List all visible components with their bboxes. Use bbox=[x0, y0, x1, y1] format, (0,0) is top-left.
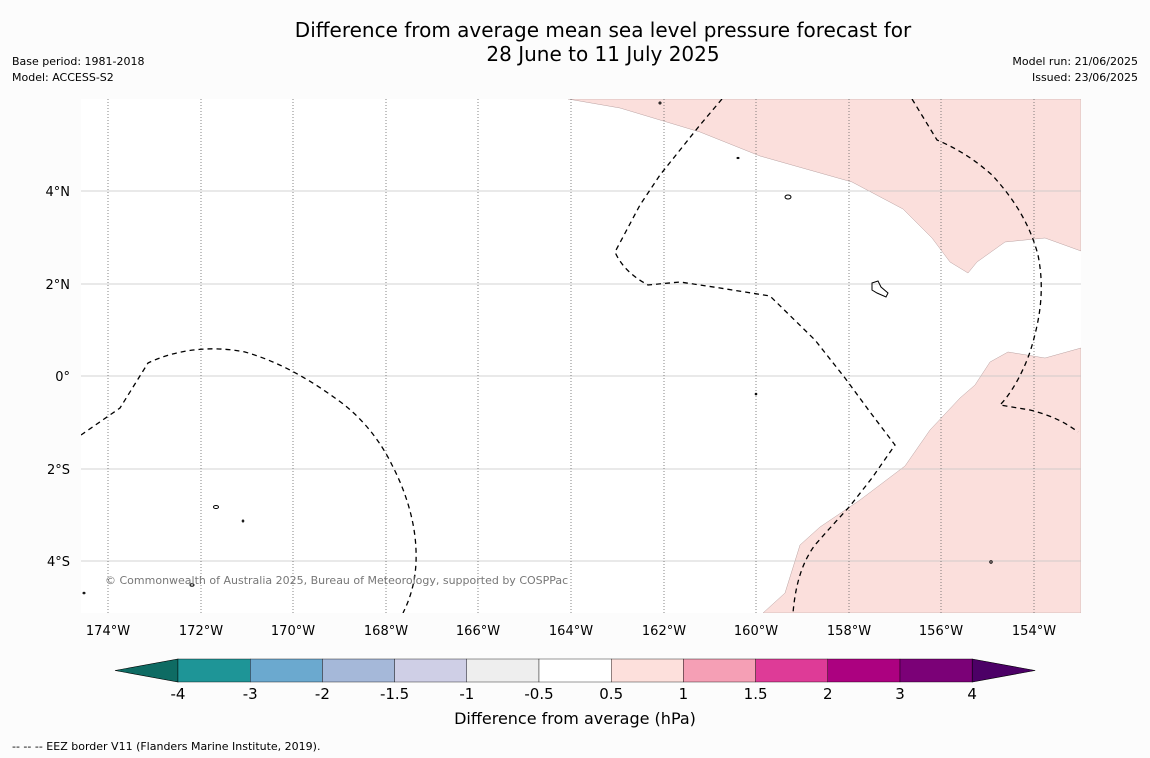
lat-tick-labels: 4°N 2°N 0° 2°S 4°S bbox=[46, 185, 71, 570]
chart-title: Difference from average mean sea level p… bbox=[0, 18, 1150, 66]
island-east-reef bbox=[736, 156, 740, 160]
lat-tick-0: 0° bbox=[55, 370, 70, 385]
colorbar-extend-low bbox=[114, 658, 179, 683]
colorbar-segment bbox=[249, 658, 323, 683]
eez-border-kiribati-phoenix bbox=[81, 348, 417, 613]
colorbar-segment bbox=[683, 658, 756, 683]
colorbar-tick-label: -2 bbox=[315, 685, 330, 703]
island-teraina bbox=[658, 101, 662, 105]
colorbar-segment bbox=[177, 658, 251, 683]
colorbar-tick-label: -4 bbox=[171, 685, 186, 703]
colorbar: -4 -3 -2 -1.5 -1 -0.5 0.5 1 1.5 2 3 4 bbox=[114, 658, 1036, 703]
colorbar-tick-label: -1.5 bbox=[380, 685, 409, 703]
lat-tick-4n: 4°N bbox=[46, 185, 71, 200]
lon-tick-154w: 154°W bbox=[1012, 624, 1056, 639]
island-jarvis bbox=[754, 392, 758, 396]
colorbar-extend-high bbox=[971, 658, 1036, 683]
lat-tick-4s: 4°S bbox=[47, 555, 70, 570]
colorbar-tick-label: 3 bbox=[895, 685, 905, 703]
positive-anomaly-region-north bbox=[567, 99, 1081, 274]
colorbar-segment bbox=[899, 658, 973, 683]
island-canton bbox=[213, 505, 219, 509]
lon-tick-172w: 172°W bbox=[179, 624, 223, 639]
meta-left: Base period: 1981-2018 Model: ACCESS-S2 bbox=[12, 54, 144, 86]
colorbar-segment bbox=[827, 658, 901, 683]
island-birnie bbox=[241, 519, 245, 523]
meta-right: Model run: 21/06/2025 Issued: 23/06/2025 bbox=[1012, 54, 1138, 86]
eez-border-east bbox=[911, 99, 1079, 433]
colorbar-tick-label: -3 bbox=[243, 685, 258, 703]
lon-tick-labels: 174°W 172°W 170°W 168°W 166°W 164°W 162°… bbox=[86, 624, 1056, 639]
island-tabuaeran bbox=[784, 194, 792, 200]
lon-tick-158w: 158°W bbox=[827, 624, 871, 639]
issued-date: Issued: 23/06/2025 bbox=[1031, 71, 1138, 84]
colorbar-label: Difference from average (hPa) bbox=[454, 709, 696, 728]
title-line-1: Difference from average mean sea level p… bbox=[294, 18, 912, 42]
colorbar-tick-label: 1 bbox=[679, 685, 689, 703]
base-period: Base period: 1981-2018 bbox=[12, 55, 145, 68]
lon-tick-166w: 166°W bbox=[456, 624, 500, 639]
positive-anomaly-region-south bbox=[762, 347, 1081, 613]
colorbar-tick-label: -0.5 bbox=[524, 685, 553, 703]
lon-tick-162w: 162°W bbox=[642, 624, 686, 639]
colorbar-tick-label: 1.5 bbox=[744, 685, 768, 703]
colorbar-segment bbox=[611, 658, 684, 683]
lon-tick-170w: 170°W bbox=[271, 624, 315, 639]
lat-tick-2s: 2°S bbox=[47, 463, 70, 478]
copyright-notice: © Commonwealth of Australia 2025, Bureau… bbox=[105, 574, 568, 587]
graticule bbox=[81, 99, 1081, 613]
colorbar-segment bbox=[466, 658, 540, 683]
colorbar-tick-label: -1 bbox=[459, 685, 474, 703]
colorbar-tick-label: 0.5 bbox=[599, 685, 623, 703]
colorbar-segment bbox=[394, 658, 468, 683]
colorbar-segment bbox=[538, 658, 612, 683]
island-enderbury bbox=[189, 583, 195, 587]
lon-tick-174w: 174°W bbox=[86, 624, 130, 639]
model-run: Model run: 21/06/2025 bbox=[1012, 55, 1138, 68]
eez-legend-note: -- -- -- EEZ border V11 (Flanders Marine… bbox=[12, 740, 321, 753]
lon-tick-160w: 160°W bbox=[734, 624, 778, 639]
colorbar-segment bbox=[755, 658, 828, 683]
colorbar-tick-label: 4 bbox=[967, 685, 977, 703]
title-line-2: 28 June to 11 July 2025 bbox=[486, 42, 720, 66]
lon-tick-168w: 168°W bbox=[364, 624, 408, 639]
island-kiritimati bbox=[871, 280, 889, 298]
lon-tick-164w: 164°W bbox=[549, 624, 593, 639]
colorbar-segment bbox=[322, 658, 395, 683]
lon-tick-156w: 156°W bbox=[919, 624, 963, 639]
island-west-edge bbox=[82, 591, 86, 595]
colorbar-tick-label: 2 bbox=[823, 685, 833, 703]
lat-tick-2n: 2°N bbox=[46, 278, 71, 293]
island-malden bbox=[989, 560, 993, 564]
eez-border-line-islands bbox=[614, 99, 896, 613]
model-name: Model: ACCESS-S2 bbox=[12, 71, 114, 84]
